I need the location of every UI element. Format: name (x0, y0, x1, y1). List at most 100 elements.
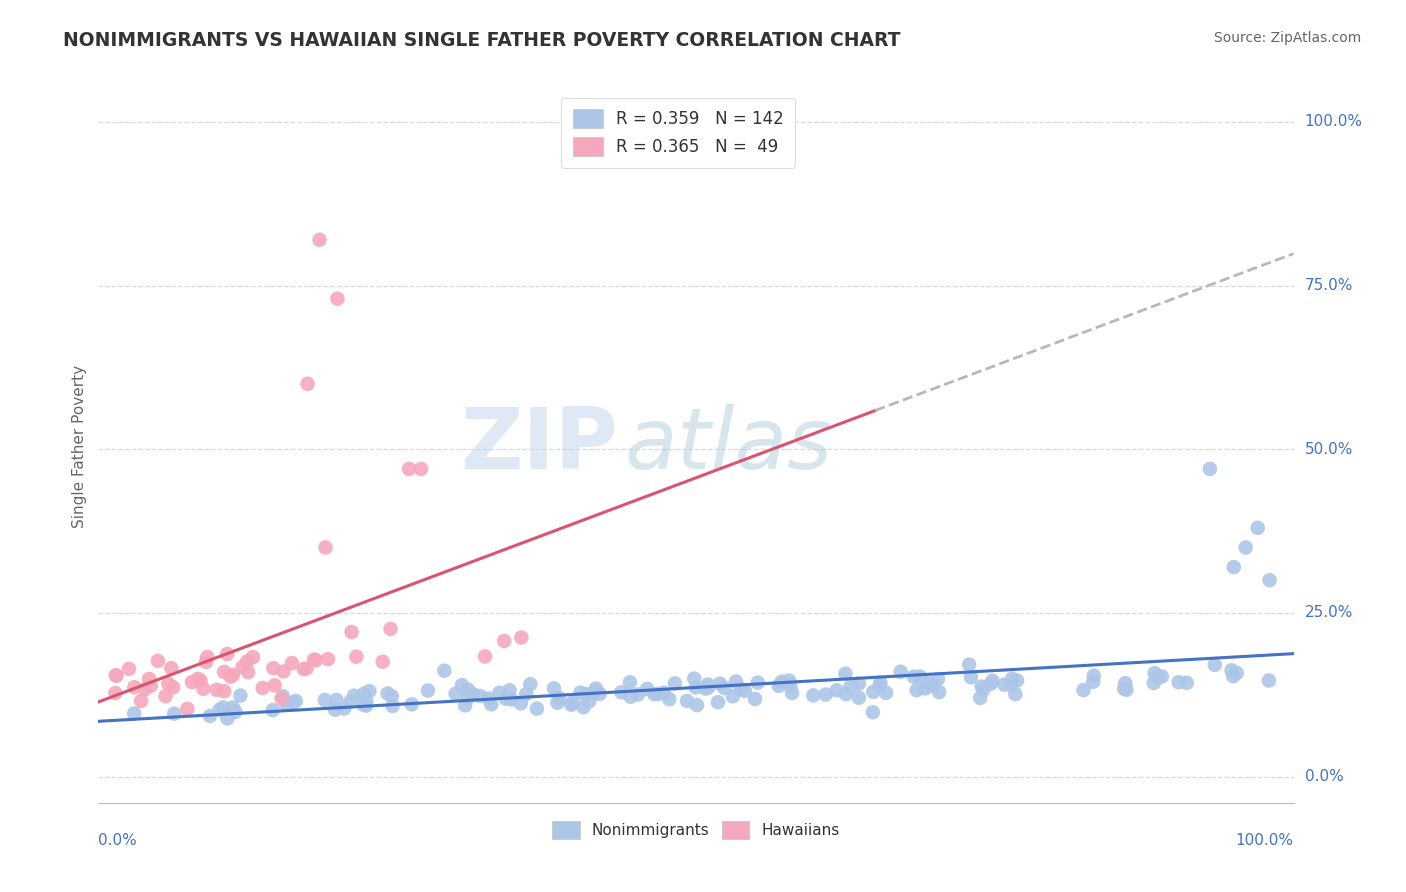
Point (208, 703, 231, 717)
Point (1167, 675, 1189, 690)
Point (356, 695, 378, 709)
Point (122, 706, 145, 721)
Text: NONIMMIGRANTS VS HAWAIIAN SINGLE FATHER POVERTY CORRELATION CHART: NONIMMIGRANTS VS HAWAIIAN SINGLE FATHER … (63, 31, 901, 50)
Point (526, 701, 548, 715)
Point (1150, 669, 1173, 683)
Point (212, 665, 235, 679)
Point (1000, 678, 1022, 692)
Point (695, 681, 717, 696)
Point (187, 672, 209, 686)
Text: 25.0%: 25.0% (1305, 606, 1353, 621)
Point (160, 661, 183, 675)
Point (1175, 676, 1198, 690)
Point (229, 689, 252, 703)
Point (1226, 666, 1249, 681)
Point (664, 676, 686, 690)
Point (685, 681, 707, 695)
Point (548, 691, 571, 706)
Point (647, 687, 669, 701)
Point (543, 681, 565, 696)
Y-axis label: Single Father Poverty: Single Father Poverty (72, 365, 87, 527)
Point (381, 698, 404, 713)
Point (730, 681, 752, 696)
Point (1223, 560, 1246, 574)
Point (477, 691, 499, 706)
Point (433, 664, 456, 678)
Point (129, 694, 152, 708)
Point (825, 683, 848, 698)
Point (195, 650, 218, 665)
Point (980, 677, 1002, 691)
Point (252, 681, 274, 695)
Point (744, 692, 766, 706)
Point (262, 703, 284, 717)
Point (1005, 673, 1028, 688)
Point (747, 675, 769, 690)
Point (560, 698, 582, 712)
Point (1115, 682, 1137, 697)
Point (495, 691, 517, 706)
Point (928, 685, 950, 699)
Point (297, 376, 319, 391)
Point (155, 689, 177, 703)
Point (138, 672, 160, 686)
Point (561, 696, 583, 710)
Point (676, 694, 699, 708)
Point (519, 677, 541, 691)
Point (610, 685, 633, 699)
Point (585, 681, 607, 696)
Point (314, 693, 336, 707)
Point (993, 678, 1015, 692)
Point (340, 625, 363, 640)
Point (479, 698, 502, 712)
Point (139, 679, 162, 693)
Point (683, 672, 706, 686)
Point (451, 678, 474, 692)
Point (474, 649, 496, 664)
Point (875, 686, 897, 700)
Point (1199, 462, 1222, 476)
Point (862, 685, 884, 699)
Point (620, 690, 643, 704)
Text: 100.0%: 100.0% (1305, 114, 1362, 129)
Point (284, 694, 307, 708)
Point (176, 702, 198, 716)
Point (1073, 683, 1095, 698)
Point (848, 690, 870, 705)
Point (1258, 573, 1281, 587)
Point (957, 657, 980, 672)
Point (582, 685, 605, 699)
Point (305, 653, 328, 667)
Point (619, 675, 641, 690)
Point (325, 693, 347, 707)
Point (1083, 674, 1105, 689)
Point (343, 689, 366, 703)
Text: atlas: atlas (624, 404, 832, 488)
Point (281, 696, 304, 710)
Point (457, 690, 479, 705)
Point (190, 673, 212, 688)
Point (1220, 664, 1243, 678)
Point (927, 672, 949, 686)
Point (768, 679, 790, 693)
Point (104, 668, 127, 682)
Point (494, 634, 516, 648)
Point (316, 652, 339, 666)
Point (848, 676, 870, 690)
Point (1247, 521, 1270, 535)
Point (352, 698, 374, 712)
Point (778, 673, 800, 688)
Point (212, 700, 235, 714)
Point (308, 233, 330, 247)
Point (457, 682, 479, 697)
Point (346, 649, 368, 664)
Text: 75.0%: 75.0% (1305, 278, 1353, 293)
Point (1204, 657, 1226, 672)
Point (905, 683, 928, 698)
Point (981, 673, 1004, 688)
Point (398, 462, 420, 476)
Point (627, 688, 650, 702)
Point (134, 682, 156, 697)
Point (105, 669, 128, 683)
Point (219, 670, 242, 684)
